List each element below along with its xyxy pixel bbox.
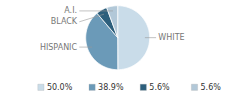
svg-text:A.I.: A.I. [64,6,77,15]
svg-text:BLACK: BLACK [51,17,78,26]
svg-text:5.6%: 5.6% [201,83,222,92]
svg-text:WHITE: WHITE [158,33,184,42]
svg-text:HISPANIC: HISPANIC [40,43,78,52]
svg-text:38.9%: 38.9% [98,83,124,92]
svg-text:5.6%: 5.6% [149,83,170,92]
svg-text:50.0%: 50.0% [47,83,73,92]
